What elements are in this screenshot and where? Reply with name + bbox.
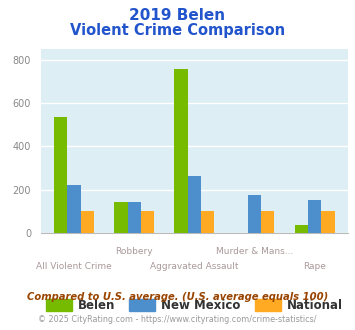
Text: © 2025 CityRating.com - https://www.cityrating.com/crime-statistics/: © 2025 CityRating.com - https://www.city… bbox=[38, 315, 317, 324]
Bar bbox=[54, 117, 67, 233]
Legend: Belen, New Mexico, National: Belen, New Mexico, National bbox=[43, 295, 346, 315]
Text: Aggravated Assault: Aggravated Assault bbox=[150, 262, 239, 271]
Bar bbox=[321, 211, 335, 233]
Text: All Violent Crime: All Violent Crime bbox=[36, 262, 112, 271]
Text: Violent Crime Comparison: Violent Crime Comparison bbox=[70, 23, 285, 38]
Bar bbox=[81, 211, 94, 233]
Bar bbox=[127, 202, 141, 233]
Bar bbox=[295, 225, 308, 233]
Bar bbox=[201, 211, 214, 233]
Bar bbox=[188, 176, 201, 233]
Bar bbox=[67, 185, 81, 233]
Bar bbox=[114, 202, 127, 233]
Bar bbox=[175, 69, 188, 233]
Text: 2019 Belen: 2019 Belen bbox=[130, 8, 225, 23]
Bar bbox=[261, 211, 274, 233]
Text: Compared to U.S. average. (U.S. average equals 100): Compared to U.S. average. (U.S. average … bbox=[27, 292, 328, 302]
Bar bbox=[141, 211, 154, 233]
Text: Robbery: Robbery bbox=[115, 248, 153, 256]
Text: Murder & Mans...: Murder & Mans... bbox=[216, 248, 293, 256]
Bar bbox=[308, 200, 321, 233]
Bar bbox=[248, 195, 261, 233]
Text: Rape: Rape bbox=[303, 262, 326, 271]
